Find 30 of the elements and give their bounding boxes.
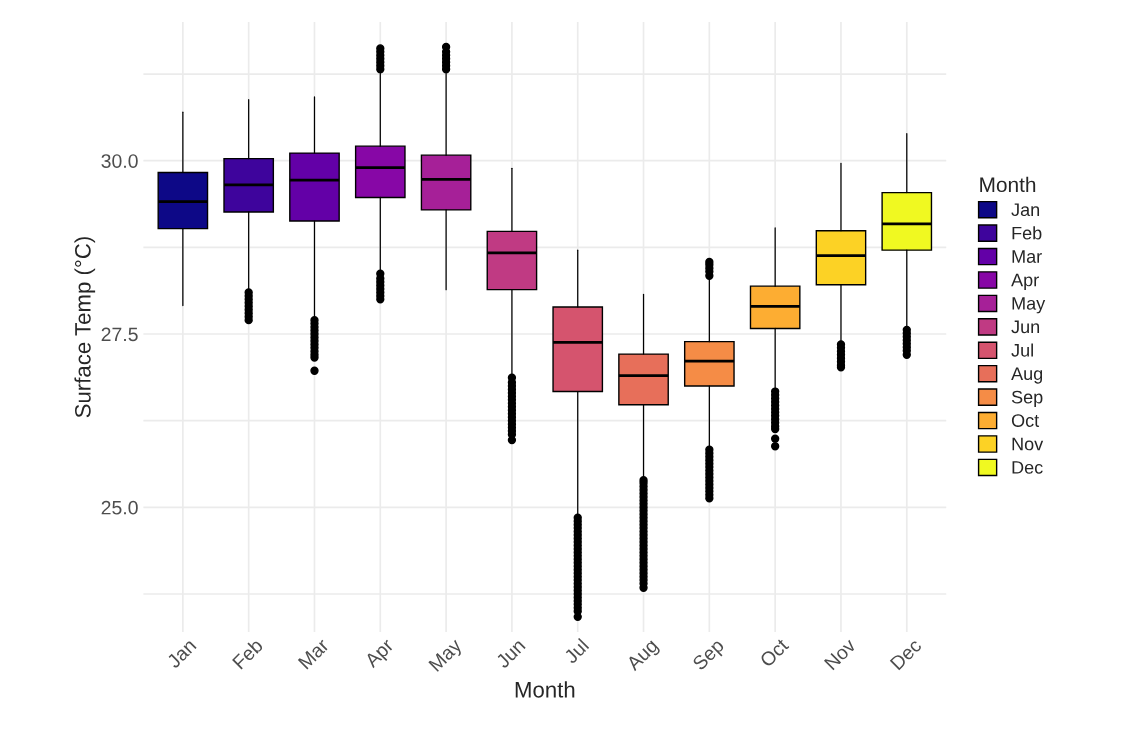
- x-tick-label: Nov: [823, 637, 857, 671]
- x-tick-label: Oct: [759, 637, 790, 668]
- legend-label: Feb: [1012, 226, 1042, 240]
- x-tick-label: Dec: [889, 637, 923, 671]
- legend-title: Month: [515, 681, 575, 698]
- y-axis-title: Surface Temp (°C): [74, 237, 96, 418]
- legend-label: Apr: [1011, 273, 1039, 290]
- legend-label: May: [1012, 297, 1046, 314]
- x-tick-label: Sep: [691, 637, 728, 674]
- x-tick-label: Jun: [495, 638, 526, 670]
- x-axis-title: Month: [980, 176, 1036, 193]
- x-tick-label: May: [428, 637, 466, 675]
- x-tick-label: Feb: [231, 637, 264, 670]
- legend-label: Jul: [1011, 343, 1033, 357]
- legend-label: Aug: [1011, 367, 1043, 384]
- legend-label: Dec: [1012, 461, 1043, 474]
- legend-label: Jun: [1011, 320, 1040, 334]
- x-tick-label: Jul: [562, 637, 590, 665]
- y-tick-label: 25.0: [101, 500, 138, 515]
- x-tick-label: Mar: [297, 637, 330, 670]
- y-tick-label: 30.0: [101, 154, 138, 168]
- legend-label: Oct: [1011, 414, 1040, 427]
- x-tick-label: Apr: [363, 637, 398, 672]
- y-tick-label: 27.5: [101, 327, 138, 342]
- legend-label: Mar: [1012, 250, 1042, 263]
- x-tick-label: Aug: [625, 638, 662, 675]
- legend-label: Jan: [1011, 203, 1040, 217]
- legend-label: Nov: [1012, 437, 1044, 451]
- x-tick-label: Jan: [166, 638, 197, 670]
- legend-label: Sep: [1011, 390, 1043, 408]
